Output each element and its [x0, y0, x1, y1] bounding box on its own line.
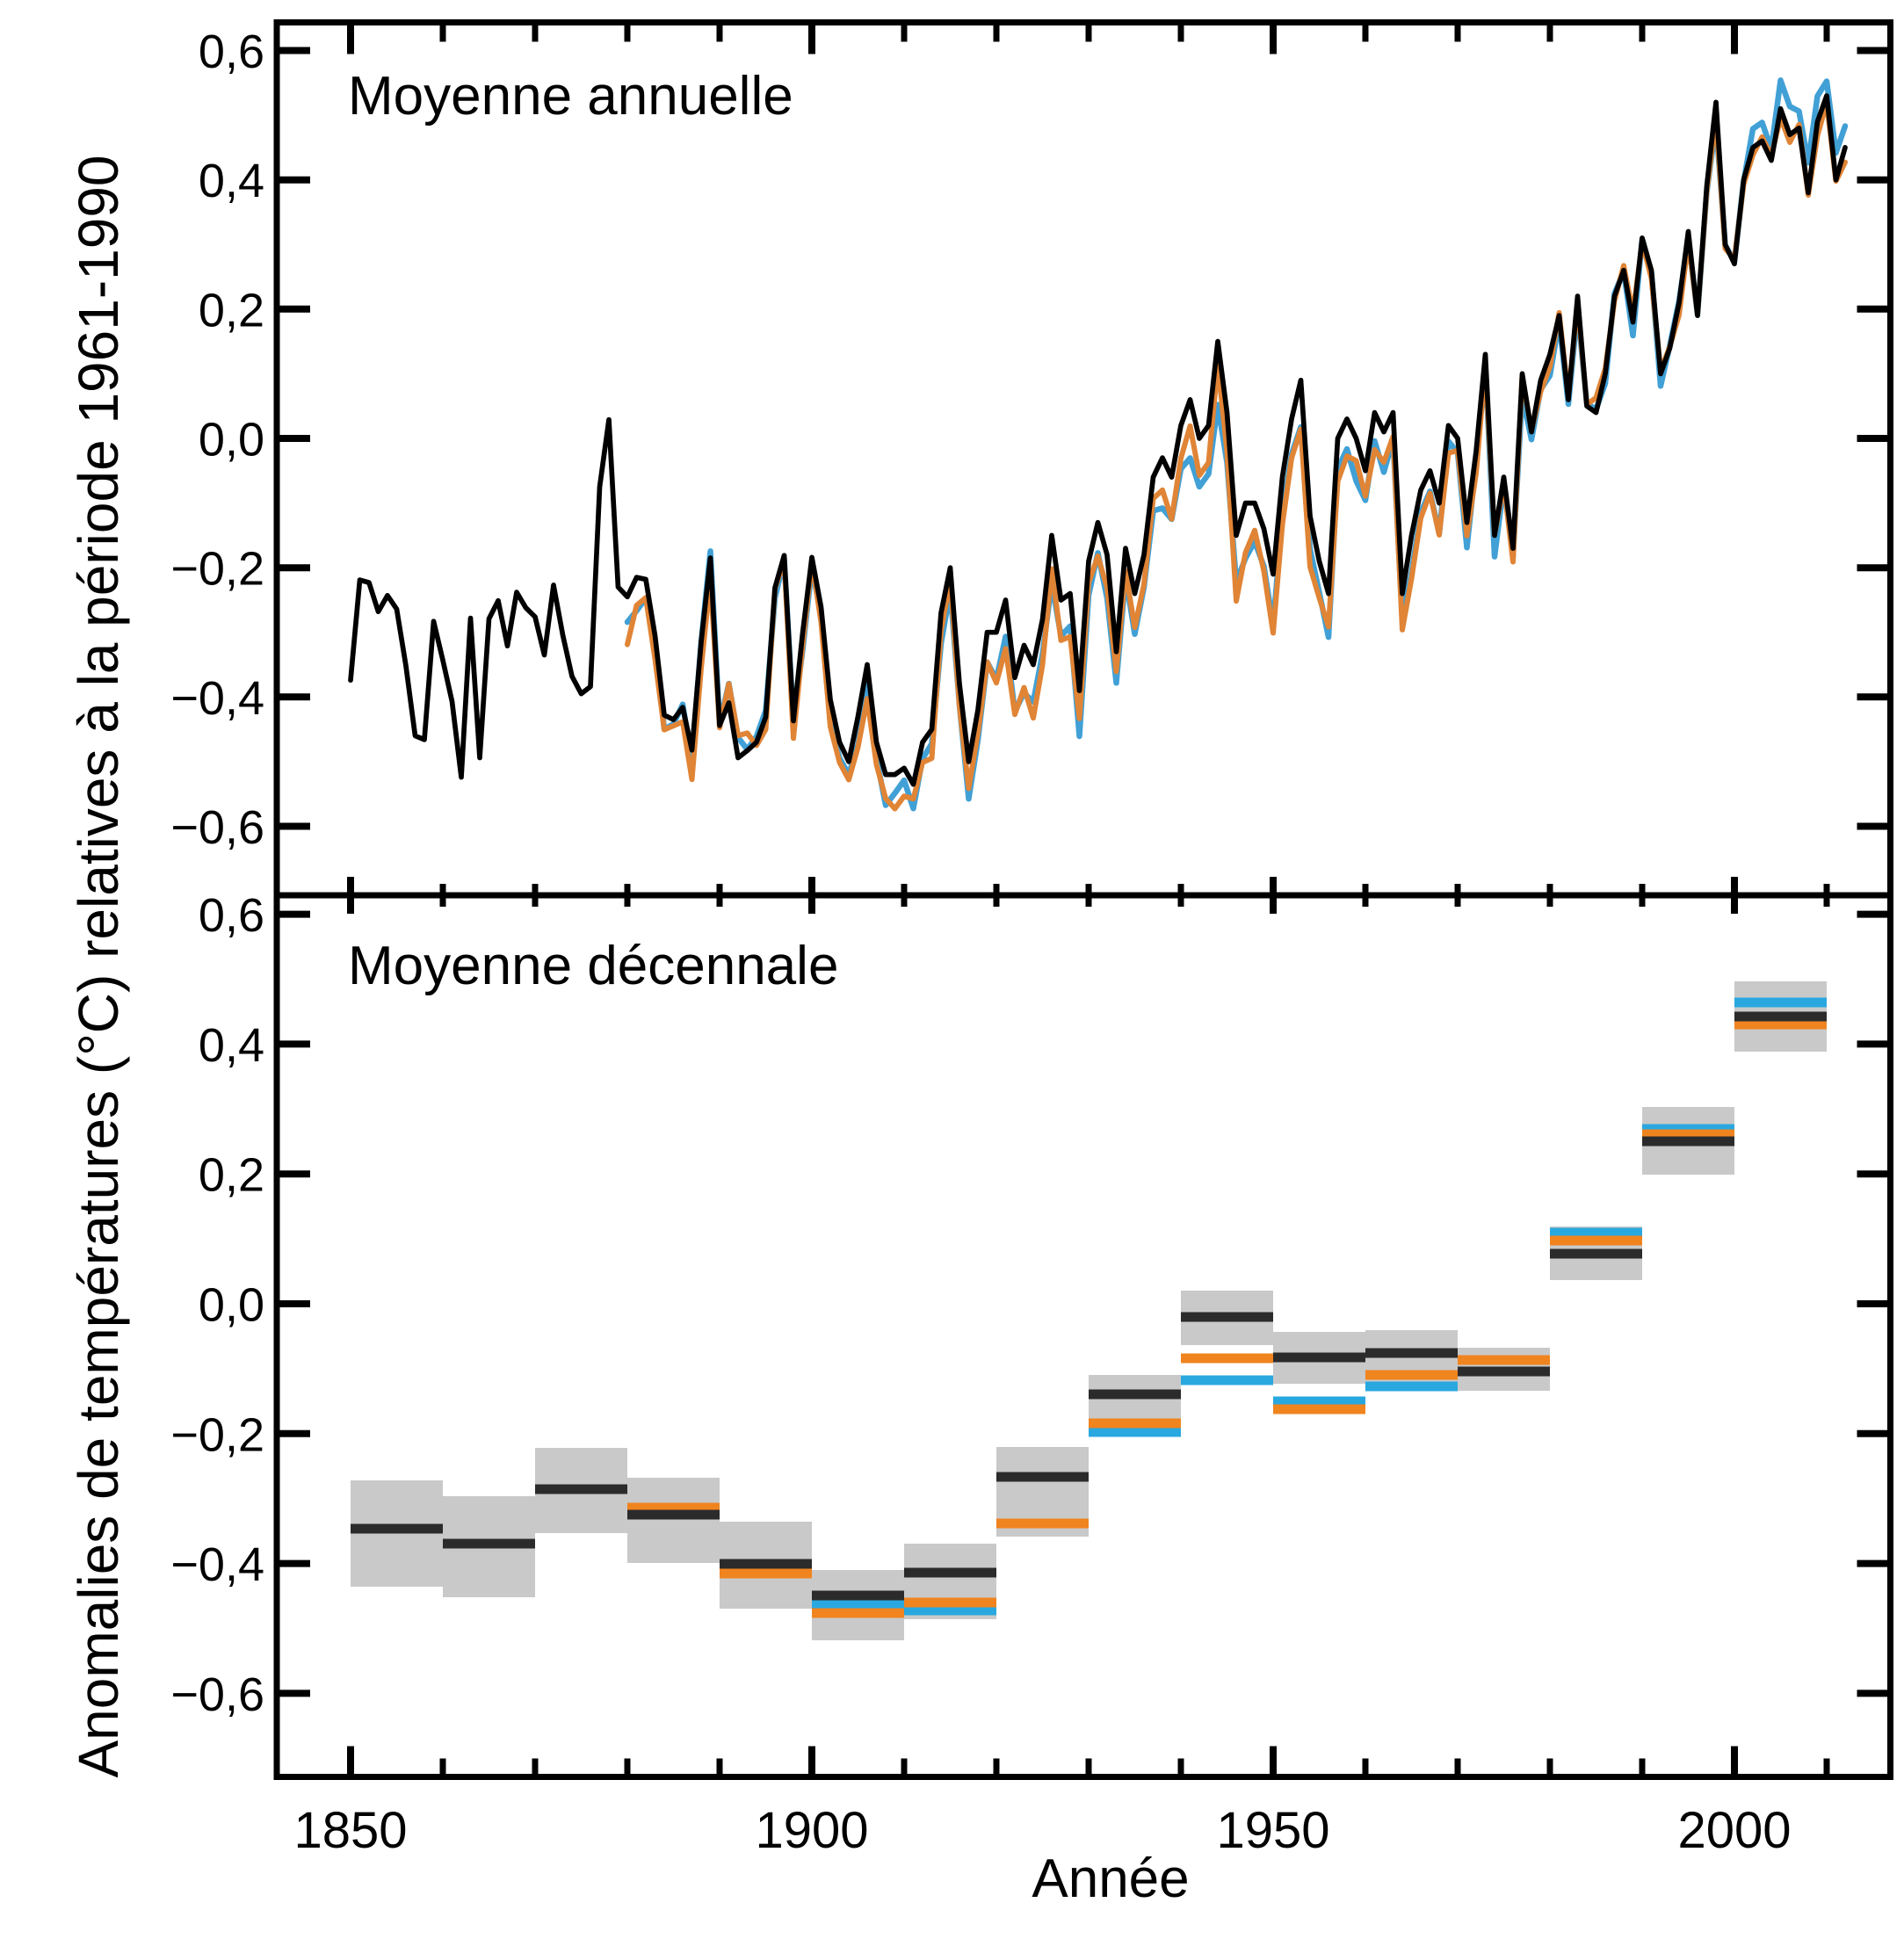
- svg-text:1950: 1950: [1216, 1802, 1329, 1859]
- svg-text:Anomalies de températures (°C): Anomalies de températures (°C) relatives…: [67, 155, 130, 1777]
- svg-text:−0,4: −0,4: [170, 672, 264, 725]
- svg-text:−0,6: −0,6: [170, 1668, 264, 1721]
- svg-text:0,6: 0,6: [199, 889, 264, 942]
- svg-text:−0,2: −0,2: [170, 543, 264, 596]
- svg-text:0,4: 0,4: [199, 1019, 264, 1072]
- svg-text:0,2: 0,2: [199, 284, 264, 336]
- svg-text:0,0: 0,0: [199, 1279, 264, 1332]
- svg-text:−0,6: −0,6: [170, 801, 264, 854]
- svg-text:−0,4: −0,4: [170, 1538, 264, 1591]
- svg-text:Moyenne décennale: Moyenne décennale: [348, 936, 838, 996]
- svg-text:2000: 2000: [1677, 1802, 1791, 1859]
- svg-text:Année: Année: [1032, 1849, 1189, 1909]
- svg-text:1900: 1900: [755, 1802, 868, 1859]
- svg-text:0,6: 0,6: [199, 25, 264, 78]
- svg-text:Moyenne annuelle: Moyenne annuelle: [348, 66, 793, 127]
- svg-text:0,0: 0,0: [199, 414, 264, 467]
- svg-text:1850: 1850: [293, 1802, 407, 1859]
- svg-text:0,2: 0,2: [199, 1149, 264, 1202]
- svg-text:0,4: 0,4: [199, 155, 264, 207]
- svg-text:−0,2: −0,2: [170, 1408, 264, 1461]
